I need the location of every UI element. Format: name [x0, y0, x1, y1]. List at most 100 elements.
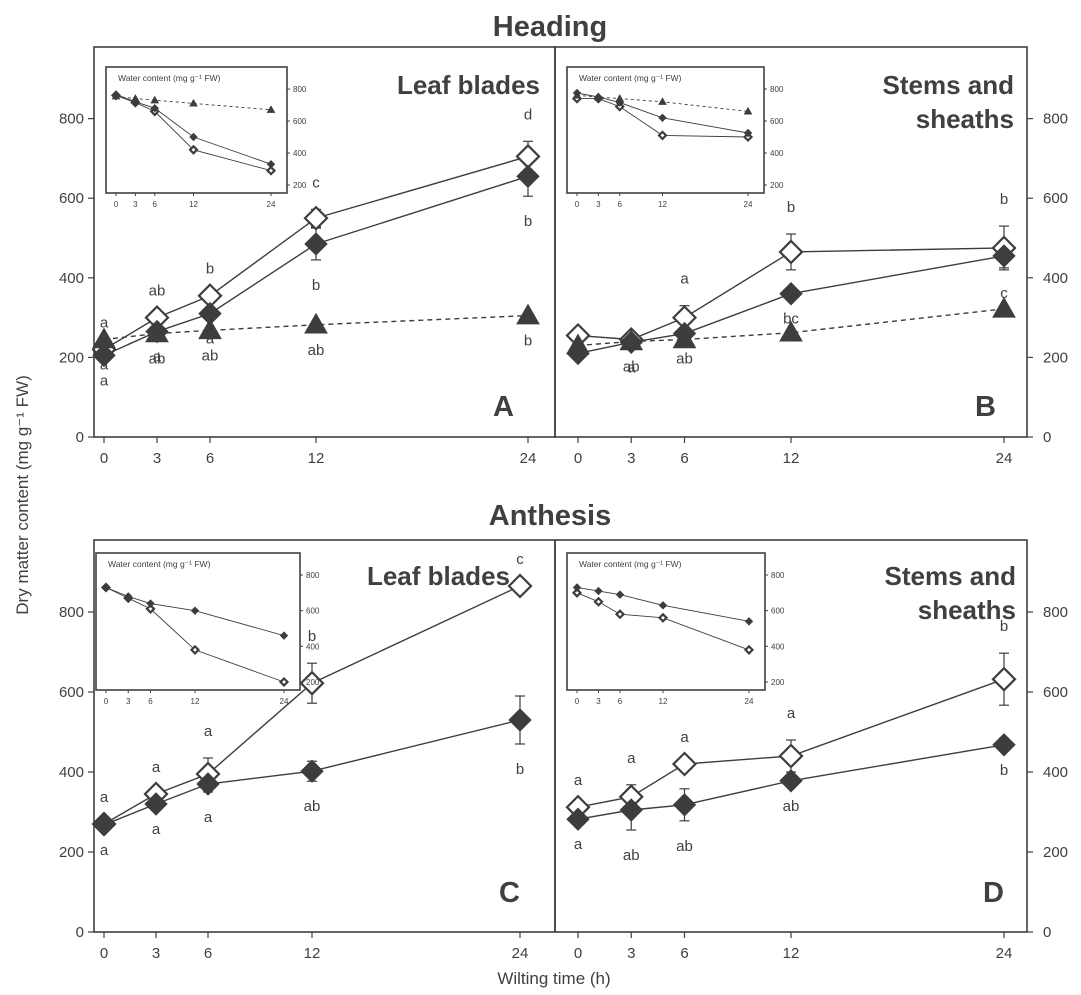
- row-title-anthesis: Anthesis: [489, 500, 611, 532]
- inset-data-point: [266, 105, 276, 113]
- y-tick-label: 200: [59, 349, 84, 366]
- inset-data-point: [658, 601, 668, 610]
- data-point: [92, 813, 116, 837]
- significance-label: ab: [676, 351, 693, 368]
- significance-label: b: [516, 761, 524, 778]
- inset-data-point: [657, 612, 669, 623]
- significance-label: b: [308, 628, 316, 645]
- inset-data-point: [657, 130, 668, 141]
- data-point: [515, 143, 541, 169]
- x-tick-label: 3: [627, 945, 635, 962]
- y-tick-label: 400: [59, 764, 84, 781]
- significance-label: a: [153, 349, 162, 366]
- data-point: [145, 321, 169, 343]
- data-point: [672, 327, 697, 349]
- inset-y-tick-label: 200: [306, 678, 320, 687]
- significance-label: a: [206, 331, 215, 348]
- significance-label: b: [1000, 762, 1008, 779]
- panel-letter: A: [493, 391, 514, 423]
- data-point: [779, 282, 803, 306]
- inset-data-point: [266, 159, 276, 169]
- data-point: [566, 333, 590, 355]
- significance-label: b: [787, 199, 795, 216]
- inset-data-point: [146, 599, 155, 608]
- y-tick-label: 200: [1043, 844, 1068, 861]
- inset-data-point: [188, 144, 199, 155]
- x-tick-label: 0: [574, 450, 582, 467]
- y-tick-label: 600: [1043, 190, 1068, 207]
- significance-label: a: [787, 705, 796, 722]
- y-tick-label: 600: [59, 684, 84, 701]
- inset-y-tick-label: 400: [306, 642, 320, 651]
- series-triangle-filled: [103, 314, 529, 341]
- y-tick-label: 400: [1043, 270, 1068, 287]
- inset-x-tick-label: 0: [575, 697, 580, 706]
- inset-data-point: [265, 165, 277, 176]
- inset-data-point: [150, 103, 159, 113]
- significance-label: b: [524, 213, 532, 230]
- inset-data-point: [111, 91, 121, 100]
- data-point: [992, 733, 1016, 757]
- data-point: [778, 743, 804, 769]
- significance-label: bc: [783, 311, 799, 328]
- inset-x-tick-label: 24: [280, 697, 289, 706]
- data-point: [779, 769, 803, 793]
- x-tick-label: 0: [100, 450, 108, 467]
- inset-title: Water content (mg g⁻¹ FW): [108, 559, 211, 569]
- panel-d: 0 200 400 600 800 0 3 6 12 24 Stems and sheaths Da a a…: [554, 539, 1068, 962]
- significance-label: d: [524, 106, 532, 123]
- inset-x-tick-label: 6: [148, 697, 153, 706]
- panel-letter: B: [975, 391, 996, 423]
- panel-letter: D: [983, 877, 1004, 909]
- inset-water-content: Water content (mg g⁻¹ FW) 200 400 600 800 0 3 6…: [95, 552, 320, 706]
- significance-label: ab: [783, 798, 800, 815]
- panel-title: Stems and sheaths: [883, 70, 1015, 134]
- inset-x-tick-label: 12: [189, 200, 198, 209]
- x-tick-label: 24: [520, 450, 537, 467]
- inset-x-tick-label: 6: [618, 697, 623, 706]
- x-tick-label: 24: [512, 945, 529, 962]
- inset-x-tick-label: 3: [133, 200, 138, 209]
- significance-label: b: [1000, 618, 1008, 635]
- panel-title-line: Stems and: [883, 70, 1015, 100]
- x-tick-label: 12: [308, 450, 325, 467]
- inset-x-tick-label: 24: [744, 200, 753, 209]
- data-point: [619, 329, 644, 351]
- data-point: [92, 327, 116, 349]
- series-line: [103, 314, 529, 341]
- inset-data-point: [145, 603, 156, 614]
- inset-data-point: [124, 592, 133, 601]
- y-tick-label: 400: [59, 270, 84, 287]
- inset-x-tick-label: 0: [114, 200, 119, 209]
- x-tick-label: 12: [783, 450, 800, 467]
- inset-y-tick-label: 600: [770, 117, 784, 126]
- panel-title-line: sheaths: [916, 104, 1014, 134]
- inset-data-point: [571, 587, 583, 598]
- significance-label: a: [680, 729, 689, 746]
- significance-label: c: [516, 551, 524, 568]
- significance-label: a: [100, 314, 109, 331]
- significance-label: a: [627, 359, 636, 376]
- inset-x-tick-label: 0: [104, 697, 109, 706]
- inset-data-point: [658, 113, 667, 123]
- y-tick-label: 800: [1043, 604, 1068, 621]
- inset-frame: [105, 66, 288, 194]
- inset-title: Water content (mg g⁻¹ FW): [579, 73, 682, 83]
- significance-label: ab: [149, 283, 166, 300]
- significance-label: a: [100, 789, 109, 806]
- significance-label: b: [206, 261, 214, 278]
- significance-label: a: [100, 842, 109, 859]
- x-tick-label: 6: [680, 450, 688, 467]
- inset-data-point: [572, 90, 582, 99]
- y-tick-label: 600: [1043, 684, 1068, 701]
- data-point: [144, 792, 168, 816]
- significance-label: b: [1000, 191, 1008, 208]
- significance-label: a: [680, 271, 689, 288]
- data-point: [672, 793, 697, 817]
- significance-label: a: [100, 372, 109, 389]
- significance-label: a: [152, 821, 161, 838]
- data-point: [299, 670, 325, 696]
- significance-label: a: [204, 723, 213, 740]
- inset-data-point: [743, 644, 755, 655]
